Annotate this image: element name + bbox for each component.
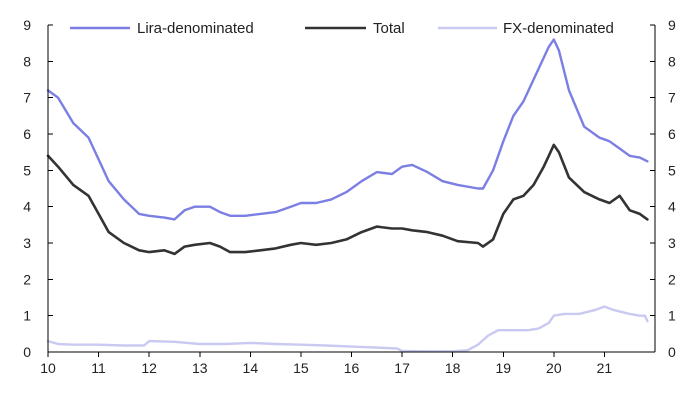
y-tick-label-left: 7 xyxy=(23,90,31,106)
x-tick-label: 21 xyxy=(597,360,613,376)
y-tick-label-right: 2 xyxy=(668,271,676,287)
y-tick-label-left: 4 xyxy=(23,199,31,215)
legend: Lira-denominated Total FX-denominated xyxy=(70,20,614,37)
legend-item-fx-denominated: FX-denominated xyxy=(438,20,614,37)
y-tick-label-left: 6 xyxy=(23,126,31,142)
x-tick-label: 15 xyxy=(293,360,309,376)
y-tick-label-left: 3 xyxy=(23,235,31,251)
series-layer xyxy=(46,38,649,353)
y-tick-label-right: 3 xyxy=(668,235,676,251)
legend-item-lira-denominated: Lira-denominated xyxy=(70,20,254,37)
y-tick-label-left: 5 xyxy=(23,162,31,178)
x-tick-label: 17 xyxy=(394,360,410,376)
y-tick-label-right: 5 xyxy=(668,162,676,178)
x-tick-label: 11 xyxy=(91,360,106,376)
y-tick-label-left: 1 xyxy=(23,308,31,324)
y-tick-label-left: 8 xyxy=(23,53,31,69)
series-line-lira-denominated xyxy=(46,38,649,221)
y-tick-label-right: 1 xyxy=(668,308,676,324)
y-tick-label-right: 0 xyxy=(668,344,676,360)
x-tick-label: 12 xyxy=(141,360,157,376)
series-line-total xyxy=(46,143,649,256)
legend-label: FX-denominated xyxy=(503,20,614,37)
series-line-fx-denominated xyxy=(46,305,649,353)
x-tick-label: 19 xyxy=(495,360,511,376)
x-tick-label: 20 xyxy=(546,360,562,376)
y-tick-label-left: 2 xyxy=(23,271,31,287)
x-tick-label: 10 xyxy=(40,360,56,376)
legend-label: Total xyxy=(373,20,405,37)
y-tick-label-left: 0 xyxy=(23,344,31,360)
legend-item-total: Total xyxy=(305,20,405,37)
y-tick-label-right: 4 xyxy=(668,199,676,215)
y-tick-label-left: 9 xyxy=(23,17,31,33)
x-tick-label: 18 xyxy=(445,360,461,376)
y-tick-label-right: 7 xyxy=(668,90,676,106)
x-tick-label: 16 xyxy=(344,360,360,376)
y-tick-label-right: 8 xyxy=(668,53,676,69)
x-tick-label: 14 xyxy=(243,360,259,376)
y-tick-label-right: 9 xyxy=(668,17,676,33)
y-tick-label-right: 6 xyxy=(668,126,676,142)
legend-label: Lira-denominated xyxy=(137,20,254,37)
x-tick-label: 13 xyxy=(192,360,208,376)
